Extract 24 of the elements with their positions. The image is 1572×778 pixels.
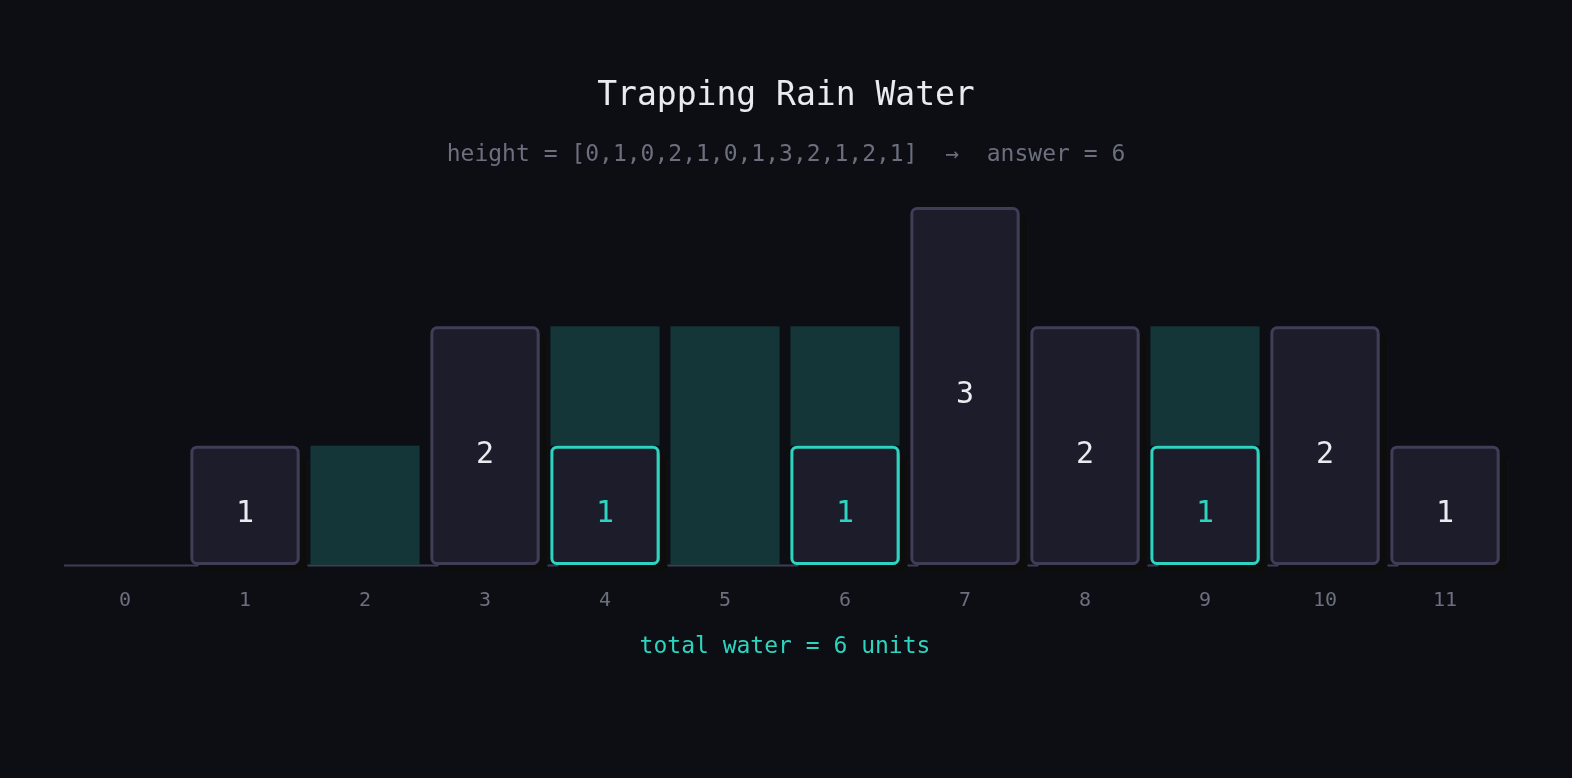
x-tick-label: 1 — [238, 587, 252, 611]
x-tick-label: 7 — [958, 587, 972, 611]
chart-title: Trapping Rain Water — [597, 74, 975, 113]
data-label: 1 — [595, 494, 615, 530]
x-tick-label: 0 — [118, 587, 132, 611]
x-tick-label: 4 — [598, 587, 612, 611]
data-label: 2 — [1075, 434, 1095, 470]
chart-subtitle: height = [0,1,0,2,1,0,1,3,2,1,2,1] → answer = 6 — [446, 140, 1126, 166]
x-tick-label: 2 — [358, 587, 372, 611]
data-label: 1 — [835, 494, 855, 530]
x-tick-label: 8 — [1078, 587, 1092, 611]
x-tick-label: 5 — [718, 587, 732, 611]
x-tick-label: 6 — [838, 587, 852, 611]
data-label: 3 — [955, 375, 975, 410]
data-label: 1 — [235, 494, 255, 530]
data-label: 2 — [1315, 434, 1335, 470]
x-tick-label: 10 — [1312, 587, 1338, 611]
data-label: 2 — [475, 434, 495, 470]
x-tick-label: 3 — [478, 587, 492, 611]
data-label: 1 — [1195, 494, 1215, 530]
data-label: 1 — [1435, 494, 1455, 530]
x-tick-label: 11 — [1432, 587, 1458, 611]
text: total water = 6 units — [639, 632, 931, 658]
x-tick-label: 9 — [1198, 587, 1212, 611]
